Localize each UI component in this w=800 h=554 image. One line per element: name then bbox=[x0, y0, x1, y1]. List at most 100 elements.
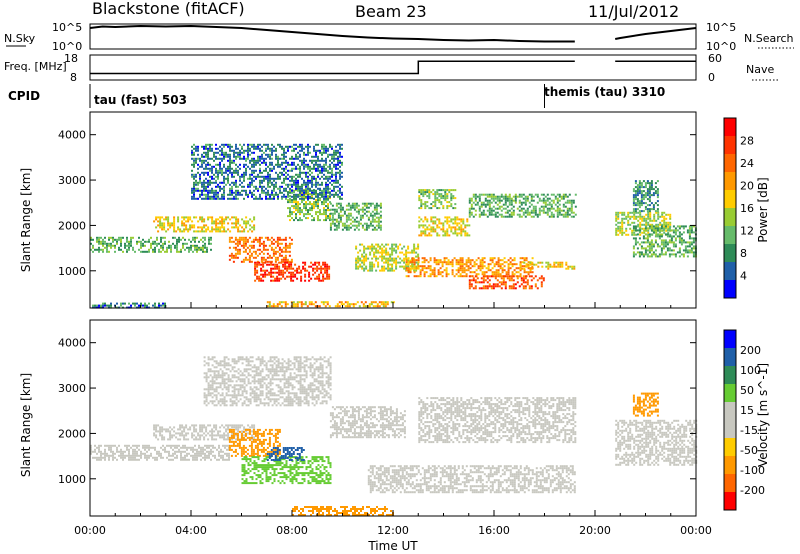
heatmap-cell bbox=[276, 275, 279, 278]
heatmap-cell bbox=[202, 236, 204, 239]
heatmap-cell bbox=[283, 155, 285, 158]
heatmap-cell bbox=[482, 213, 485, 216]
heatmap-cell bbox=[228, 454, 230, 457]
heatmap-cell bbox=[389, 255, 392, 258]
heatmap-cell bbox=[198, 246, 200, 249]
heatmap-cell bbox=[132, 458, 134, 461]
heatmap-cell bbox=[360, 301, 363, 304]
heatmap-cell bbox=[299, 219, 301, 222]
heatmap-cell bbox=[142, 242, 144, 245]
heatmap-cell bbox=[674, 233, 677, 236]
heatmap-cell bbox=[337, 163, 339, 166]
heatmap-cell bbox=[365, 206, 368, 209]
heatmap-cell bbox=[314, 263, 317, 266]
heatmap-cell bbox=[213, 191, 215, 194]
heatmap-cell bbox=[274, 250, 277, 253]
heatmap-cell bbox=[375, 247, 378, 250]
heatmap-cell bbox=[206, 450, 208, 453]
heatmap-cell bbox=[531, 263, 534, 266]
heatmap-cell bbox=[265, 187, 267, 190]
heatmap-cell bbox=[520, 195, 523, 198]
heatmap-cell bbox=[329, 224, 332, 227]
heatmap-cell bbox=[194, 448, 196, 451]
heatmap-cell bbox=[381, 257, 384, 260]
heatmap-cell bbox=[418, 191, 421, 194]
heatmap-cell bbox=[114, 456, 116, 459]
heatmap-cell bbox=[424, 232, 427, 235]
heatmap-cell bbox=[326, 263, 329, 266]
heatmap-cell bbox=[253, 169, 255, 172]
heatmap-cell bbox=[227, 159, 229, 162]
heatmap-cell bbox=[434, 199, 437, 202]
heatmap-cell bbox=[373, 218, 376, 221]
heatmap-cell bbox=[315, 185, 317, 188]
heatmap-cell bbox=[460, 220, 463, 223]
heatmap-cell bbox=[223, 153, 225, 156]
heatmap-cell bbox=[128, 246, 130, 249]
heatmap-cell bbox=[413, 263, 416, 266]
heatmap-cell bbox=[321, 191, 323, 194]
heatmap-cell bbox=[572, 201, 575, 204]
heatmap-cell bbox=[265, 177, 267, 180]
heatmap-cell bbox=[327, 153, 329, 156]
heatmap-cell bbox=[552, 207, 555, 210]
heatmap-cell bbox=[233, 171, 235, 174]
heatmap-cell bbox=[255, 185, 257, 188]
heatmap-cell bbox=[530, 275, 533, 278]
heatmap-cell bbox=[247, 195, 249, 198]
heatmap-cell bbox=[524, 201, 527, 204]
heatmap-cell bbox=[116, 238, 118, 241]
heatmap-cell bbox=[201, 155, 203, 158]
heatmap-cell bbox=[525, 271, 528, 274]
heatmap-cell bbox=[242, 260, 245, 263]
heatmap-cell bbox=[646, 210, 649, 213]
heatmap-cell bbox=[444, 197, 447, 200]
heatmap-cell bbox=[185, 226, 188, 229]
heatmap-cell bbox=[480, 205, 483, 208]
heatmap-cell bbox=[486, 275, 489, 278]
heatmap-cell bbox=[337, 167, 339, 170]
heatmap-cell bbox=[532, 209, 535, 212]
heatmap-cell bbox=[185, 224, 188, 227]
heatmap-cell bbox=[519, 267, 522, 270]
heatmap-cell bbox=[211, 147, 213, 150]
heatmap-cell bbox=[243, 175, 245, 178]
heatmap-cell bbox=[96, 238, 98, 241]
heatmap-cell bbox=[293, 211, 295, 214]
heatmap-cell bbox=[238, 252, 241, 255]
heatmap-cell bbox=[258, 248, 261, 251]
heatmap-cell bbox=[102, 238, 104, 241]
heatmap-cell bbox=[418, 189, 421, 192]
heatmap-cell bbox=[323, 147, 325, 150]
heatmap-cell bbox=[315, 203, 317, 206]
heatmap-cell bbox=[197, 145, 199, 148]
heatmap-cell bbox=[289, 183, 291, 186]
heatmap-cell bbox=[192, 454, 194, 457]
heatmap-cell bbox=[331, 204, 334, 207]
heatmap-cell bbox=[162, 304, 164, 307]
heatmap-cell bbox=[650, 208, 653, 211]
heatmap-cell bbox=[514, 199, 517, 202]
heatmap-cell bbox=[305, 207, 307, 210]
heatmap-cell bbox=[500, 281, 503, 284]
heatmap-cell bbox=[427, 275, 430, 278]
heatmap-cell bbox=[357, 222, 360, 225]
heatmap-cell bbox=[154, 456, 156, 459]
heatmap-cell bbox=[515, 267, 518, 270]
heatmap-cell bbox=[559, 265, 562, 268]
heatmap-cell bbox=[219, 145, 221, 148]
heatmap-cell bbox=[375, 269, 378, 272]
heatmap-cell bbox=[640, 192, 643, 195]
heatmap-cell bbox=[336, 303, 339, 306]
heatmap-cell bbox=[287, 173, 289, 176]
heatmap-cell bbox=[324, 261, 327, 264]
heatmap-cell bbox=[178, 250, 180, 253]
heatmap-cell bbox=[455, 263, 458, 266]
heatmap-cell bbox=[450, 205, 453, 208]
heatmap-cell bbox=[446, 195, 449, 198]
heatmap-cell bbox=[524, 281, 527, 284]
heatmap-cell bbox=[307, 179, 309, 182]
heatmap-cell bbox=[243, 157, 245, 160]
heatmap-cell bbox=[305, 175, 307, 178]
heatmap-cell bbox=[504, 193, 507, 196]
